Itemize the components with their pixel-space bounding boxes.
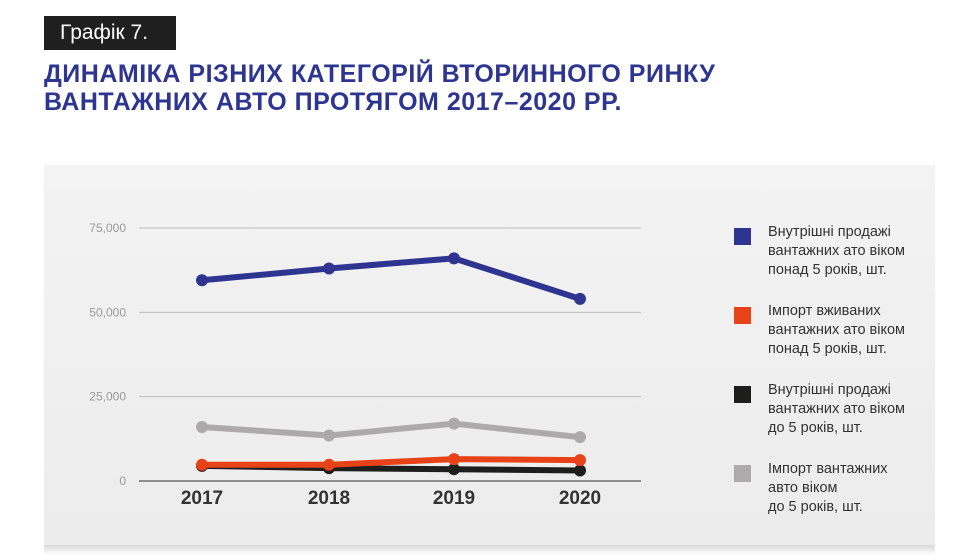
legend-label-line: до 5 років, шт. [768,499,863,515]
data-point [448,453,460,466]
data-point [323,458,335,471]
data-point [323,262,335,275]
legend-label-line: Імпорт вантажних [768,461,888,477]
legend-label-line: понад 5 років, шт. [768,341,887,357]
legend-swatch-domestic-over-5 [734,228,751,245]
data-point [323,429,335,442]
legend-label-domestic-under-5: Внутрішні продажі вантажних ато віком до… [768,381,968,438]
data-point [196,458,208,471]
data-point [196,421,208,434]
x-tick-label: 2018 [308,488,350,509]
panel-shadow [44,545,935,555]
legend-label-import-under-5: Імпорт вантажних авто віком до 5 років, … [768,460,968,517]
chart-title: ДИНАМІКА РІЗНИХ КАТЕГОРІЙ ВТОРИННОГО РИН… [44,60,944,116]
data-point [574,454,586,467]
data-point [448,252,460,265]
legend-label-line: вантажних ато віком [768,322,906,338]
x-tick-label: 2020 [559,488,601,509]
legend-swatch-import-under-5 [734,465,751,482]
legend-label-line: до 5 років, шт. [768,420,863,436]
line-chart: 0 25,000 50,000 75,000 2017 2018 2019 2020 [89,221,641,509]
legend-label-line: вантажних ато віком [768,401,906,417]
legend-label-line: вантажних ато віком [768,243,906,259]
y-tick-label: 75,000 [89,221,126,235]
chart-panel: 0 25,000 50,000 75,000 2017 2018 2019 2020 Внут… [44,165,935,545]
chart-title-line-1: ДИНАМІКА РІЗНИХ КАТЕГОРІЙ ВТОРИННОГО РИН… [44,60,716,88]
figure-tag: Графік 7. [44,16,177,50]
data-point [196,274,208,287]
series-line-3 [199,255,583,302]
data-point [448,417,460,430]
chart-title-line-2: ВАНТАЖНИХ АВТО ПРОТЯГОМ 2017–2020 РР. [44,88,622,116]
x-tick-label: 2019 [433,488,475,509]
y-tick-label: 25,000 [89,390,126,404]
legend-label-domestic-over-5: Внутрішні продажі вантажних ато віком по… [768,223,968,280]
legend-label-import-over-5: Імпорт вживаних вантажних ато віком пона… [768,302,968,359]
data-point [574,292,586,305]
legend-label-line: Внутрішні продажі [768,224,891,240]
legend-swatch-import-over-5 [734,307,751,324]
data-point [574,464,586,477]
x-tick-label: 2017 [181,488,223,509]
y-tick-label: 0 [119,474,126,488]
data-point [448,463,460,476]
series-line-2 [199,456,583,468]
y-tick-label: 50,000 [89,305,126,319]
legend-label-line: Внутрішні продажі [768,382,891,398]
legend-label-line: понад 5 років, шт. [768,262,887,278]
series-line-0 [199,420,583,441]
legend-label-line: авто віком [768,480,838,496]
legend-swatch-domestic-under-5 [734,386,751,403]
data-point [574,431,586,444]
legend-label-line: Імпорт вживаних [768,303,881,319]
